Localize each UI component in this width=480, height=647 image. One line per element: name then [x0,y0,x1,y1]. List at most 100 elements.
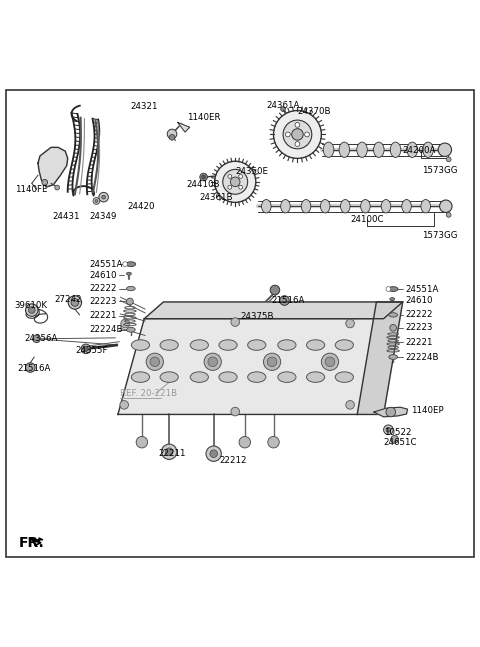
Text: 22224B: 22224B [89,325,123,334]
Ellipse shape [307,340,324,350]
Circle shape [280,296,289,305]
Circle shape [230,177,240,186]
Circle shape [346,400,354,409]
Circle shape [81,344,91,354]
Circle shape [84,347,88,351]
Ellipse shape [132,372,150,382]
Text: 1140EP: 1140EP [411,406,444,415]
Circle shape [169,135,175,140]
Circle shape [210,450,217,457]
Ellipse shape [407,142,418,157]
Text: 22211: 22211 [158,449,186,458]
Polygon shape [178,122,190,132]
Ellipse shape [262,199,271,213]
Circle shape [228,185,232,189]
Ellipse shape [339,142,349,157]
Circle shape [295,122,300,127]
Circle shape [202,175,205,179]
Text: 24431: 24431 [52,212,80,221]
Ellipse shape [307,372,324,382]
Ellipse shape [190,372,208,382]
Text: 24361B: 24361B [199,193,233,202]
Circle shape [386,407,396,417]
Ellipse shape [160,372,178,382]
Text: 22223: 22223 [405,324,432,333]
Ellipse shape [335,340,353,350]
Ellipse shape [301,199,311,213]
Ellipse shape [219,340,237,350]
Circle shape [121,319,130,328]
Circle shape [206,446,221,461]
Circle shape [95,199,98,203]
Text: 24349: 24349 [89,212,117,221]
Text: 24551A: 24551A [405,285,439,294]
Circle shape [274,111,322,159]
Ellipse shape [278,372,296,382]
Circle shape [68,296,82,309]
Text: 24420: 24420 [128,202,155,211]
Circle shape [384,425,393,435]
Text: 22223: 22223 [89,297,117,306]
Ellipse shape [373,142,384,157]
Text: 24610: 24610 [405,296,432,305]
Circle shape [322,353,338,370]
Circle shape [267,357,277,367]
Circle shape [231,318,240,326]
Ellipse shape [389,355,397,359]
Circle shape [167,129,177,138]
Ellipse shape [389,313,397,317]
Text: FR.: FR. [19,536,45,550]
Text: 24375B: 24375B [240,312,274,321]
Circle shape [239,437,251,448]
Text: 21516A: 21516A [17,364,51,373]
Ellipse shape [390,298,395,300]
Circle shape [204,353,221,370]
Circle shape [281,107,286,111]
Text: 1573GG: 1573GG [422,232,457,241]
Circle shape [123,262,128,267]
Polygon shape [374,407,408,417]
Ellipse shape [323,142,334,157]
Polygon shape [144,302,403,319]
Circle shape [440,200,452,212]
Ellipse shape [388,287,398,291]
Text: 22212: 22212 [219,456,246,465]
Polygon shape [357,302,403,415]
Circle shape [215,161,256,203]
Circle shape [223,170,248,194]
Ellipse shape [219,372,237,382]
Circle shape [102,195,106,199]
Text: 22224B: 22224B [405,353,439,362]
Text: 24551A: 24551A [89,259,122,269]
Text: 1140ER: 1140ER [187,113,221,122]
Circle shape [136,437,148,448]
Text: 24361A: 24361A [266,101,300,110]
Ellipse shape [127,287,135,291]
Circle shape [25,363,35,372]
Ellipse shape [126,262,136,267]
Ellipse shape [321,199,330,213]
Circle shape [390,324,396,331]
Circle shape [305,132,310,137]
Ellipse shape [421,199,431,213]
Text: 21516A: 21516A [271,296,304,305]
Circle shape [25,304,38,316]
Circle shape [264,353,281,370]
Text: 1140FE: 1140FE [15,185,48,194]
Circle shape [200,173,207,181]
Text: REF. 20-221B: REF. 20-221B [120,389,178,399]
Ellipse shape [160,340,178,350]
Ellipse shape [127,272,132,275]
Text: 24356A: 24356A [24,334,58,344]
Polygon shape [38,148,68,187]
Circle shape [438,143,452,157]
Circle shape [270,285,280,295]
Ellipse shape [402,199,411,213]
Circle shape [42,179,48,185]
Ellipse shape [360,199,370,213]
Circle shape [446,157,451,162]
Text: 22221: 22221 [405,338,432,347]
Ellipse shape [423,142,433,157]
Circle shape [231,407,240,416]
Circle shape [55,185,60,190]
